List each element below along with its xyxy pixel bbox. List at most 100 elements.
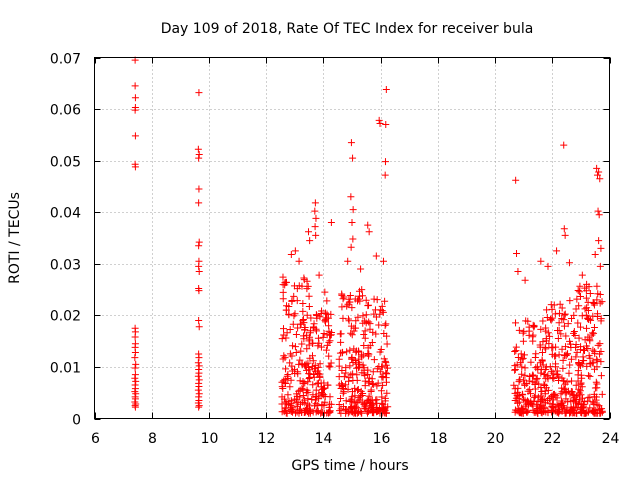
- data-point: [554, 402, 562, 410]
- grid-lines: [94, 57, 610, 419]
- data-point: [312, 214, 320, 222]
- data-point: [554, 334, 562, 342]
- data-point: [562, 351, 570, 359]
- data-point: [131, 163, 139, 171]
- data-point: [572, 340, 580, 348]
- data-point: [318, 307, 326, 315]
- data-point: [313, 407, 321, 415]
- data-point: [558, 304, 566, 312]
- data-point: [195, 362, 203, 370]
- data-point: [381, 394, 389, 402]
- data-point: [335, 355, 343, 363]
- data-point: [594, 290, 602, 298]
- data-point: [313, 312, 321, 320]
- data-point: [314, 363, 322, 371]
- data-point: [313, 380, 321, 388]
- data-point: [349, 206, 357, 214]
- data-point: [361, 402, 369, 410]
- data-point: [382, 369, 390, 377]
- data-point: [362, 311, 370, 319]
- data-point: [527, 358, 535, 366]
- data-point: [572, 392, 580, 400]
- data-point: [577, 391, 585, 399]
- data-point: [285, 397, 293, 405]
- data-point: [591, 384, 599, 392]
- data-point: [583, 362, 591, 370]
- data-point: [131, 371, 139, 379]
- x-tick-label: 22: [544, 431, 562, 447]
- data-point: [343, 348, 351, 356]
- data-point: [346, 362, 354, 370]
- data-point: [306, 237, 314, 245]
- y-tick-label: 0: [72, 413, 81, 429]
- data-point: [357, 265, 365, 273]
- data-point: [289, 342, 297, 350]
- data-point: [584, 307, 592, 315]
- data-point: [577, 323, 585, 331]
- data-point: [286, 383, 294, 391]
- data-point: [195, 89, 203, 97]
- data-point: [595, 405, 603, 413]
- data-point: [546, 363, 554, 371]
- data-point: [590, 390, 598, 398]
- data-point: [544, 386, 552, 394]
- data-point: [518, 355, 526, 363]
- data-point: [576, 346, 584, 354]
- data-point: [279, 355, 287, 363]
- data-point: [558, 401, 566, 409]
- data-point: [383, 370, 391, 378]
- data-point: [352, 347, 360, 355]
- data-point: [195, 402, 203, 410]
- data-point: [514, 399, 522, 407]
- data-point: [337, 385, 345, 393]
- data-point: [538, 348, 546, 356]
- data-point: [372, 330, 380, 338]
- data-point: [338, 349, 346, 357]
- data-point: [316, 373, 324, 381]
- data-point: [320, 384, 328, 392]
- data-point: [537, 408, 545, 416]
- data-point: [282, 278, 290, 286]
- data-point: [320, 329, 328, 337]
- data-point: [593, 357, 601, 365]
- data-point: [314, 408, 322, 416]
- data-point: [577, 292, 585, 300]
- data-point: [578, 383, 586, 391]
- data-point: [513, 249, 521, 257]
- data-point: [297, 320, 305, 328]
- data-point: [382, 378, 390, 386]
- x-tick-label: 16: [373, 431, 391, 447]
- data-point: [355, 408, 363, 416]
- data-point: [194, 359, 202, 367]
- data-point: [348, 304, 356, 312]
- data-point: [572, 381, 580, 389]
- data-point: [543, 306, 551, 314]
- data-point: [292, 349, 300, 357]
- data-point: [376, 120, 384, 128]
- data-point: [578, 271, 586, 279]
- data-point: [339, 295, 347, 303]
- data-point: [349, 370, 357, 378]
- data-point: [562, 332, 570, 340]
- data-point: [576, 282, 584, 290]
- data-point: [327, 331, 335, 339]
- data-point: [520, 395, 528, 403]
- data-point: [299, 378, 307, 386]
- data-point: [582, 287, 590, 295]
- data-point: [598, 408, 606, 416]
- data-point: [592, 396, 600, 404]
- data-point: [367, 386, 375, 394]
- data-point: [287, 251, 295, 259]
- data-point: [195, 323, 203, 331]
- data-point: [556, 309, 564, 317]
- data-point: [195, 317, 203, 325]
- data-point: [318, 402, 326, 410]
- data-point: [529, 372, 537, 380]
- data-point: [381, 357, 389, 365]
- data-point: [373, 404, 381, 412]
- data-point: [361, 382, 369, 390]
- data-point: [511, 406, 519, 414]
- x-tick-label: 20: [487, 431, 505, 447]
- data-point: [530, 323, 538, 331]
- data-point: [377, 346, 385, 354]
